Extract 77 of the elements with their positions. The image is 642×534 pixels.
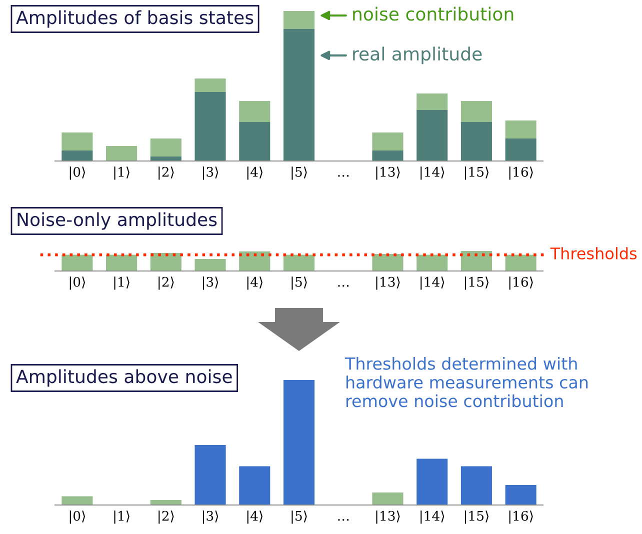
bar: [460, 101, 492, 122]
bar: [416, 110, 448, 161]
x-tick-label: |14⟩: [420, 166, 444, 180]
x-tick-label: |5⟩: [292, 166, 307, 180]
x-tick-label: |1⟩: [114, 166, 130, 180]
bar: [62, 496, 93, 505]
ref-line-label: Thresholds: [550, 247, 637, 260]
bar: [150, 253, 182, 271]
x-tick-label: |2⟩: [158, 166, 174, 180]
chart-title: Amplitudes of basis states: [16, 10, 254, 28]
x-tick-label: |13⟩: [376, 276, 400, 290]
bar: [505, 254, 536, 271]
bar: [283, 11, 315, 29]
x-tick-label: |16⟩: [509, 166, 533, 180]
x-tick-label: |16⟩: [509, 276, 533, 290]
x-tick-label: |2⟩: [158, 276, 174, 290]
bar: [62, 150, 93, 161]
x-tick-label: |0⟩: [70, 166, 85, 180]
x-tick-label: |5⟩: [292, 276, 307, 290]
bar: [372, 150, 404, 161]
x-tick-label: |13⟩: [376, 166, 400, 180]
bar: [416, 254, 448, 271]
x-tick-label: |3⟩: [202, 276, 218, 290]
x-tick-label: |1⟩: [114, 276, 130, 290]
x-tick-label: …: [338, 285, 349, 287]
bar: [460, 122, 492, 161]
x-tick-label: |16⟩: [509, 510, 533, 524]
text: noise contribution: [353, 6, 514, 21]
bar: [150, 138, 182, 156]
bar: [194, 259, 226, 271]
bar: [283, 254, 315, 271]
x-tick-label: |5⟩: [292, 510, 307, 524]
bar: [460, 466, 492, 505]
x-tick-label: |0⟩: [70, 276, 85, 290]
chart-title: Amplitudes above noise: [16, 369, 232, 387]
bar: [372, 254, 404, 271]
bar: [505, 138, 536, 161]
bar: [106, 254, 138, 271]
x-tick-label: |4⟩: [247, 510, 262, 524]
bar: [62, 254, 93, 271]
bar: [194, 92, 226, 161]
bar: [372, 492, 404, 505]
x-tick-label: …: [338, 519, 349, 521]
bar: [416, 458, 448, 505]
x-tick-label: |2⟩: [158, 510, 174, 524]
bar: [239, 466, 270, 505]
legend-label: real amplitude: [353, 46, 482, 64]
x-tick-label: |3⟩: [202, 510, 218, 524]
bar: [150, 500, 182, 505]
bar: [505, 120, 536, 138]
x-tick-label: |4⟩: [247, 276, 262, 290]
x-tick-label: |13⟩: [376, 510, 400, 524]
bar: [416, 94, 448, 110]
x-tick-label: |14⟩: [420, 276, 444, 290]
x-tick-label: |15⟩: [464, 510, 488, 524]
bar: [62, 132, 93, 150]
x-tick-label: |15⟩: [464, 166, 488, 180]
x-tick-label: |4⟩: [247, 166, 262, 180]
bar: [283, 380, 315, 505]
bar: [194, 445, 226, 505]
x-tick-label: |0⟩: [70, 510, 85, 524]
annotation: Thresholds determined with hardware measurements can remove noise contribution: [344, 357, 588, 408]
chart-title: Noise-only amplitudes: [18, 212, 217, 230]
bar: [372, 132, 404, 150]
bar: [194, 78, 226, 92]
bar: [239, 122, 270, 161]
x-tick-label: |3⟩: [202, 166, 218, 180]
bar: [283, 29, 315, 161]
bar: [460, 251, 492, 271]
x-tick-label: |1⟩: [114, 510, 130, 524]
bar: [239, 101, 270, 122]
bar: [239, 251, 270, 271]
bar: [505, 485, 536, 505]
x-tick-label: …: [338, 175, 349, 177]
x-tick-label: |15⟩: [464, 276, 488, 290]
bar: [106, 146, 138, 161]
x-tick-label: |14⟩: [420, 510, 444, 524]
